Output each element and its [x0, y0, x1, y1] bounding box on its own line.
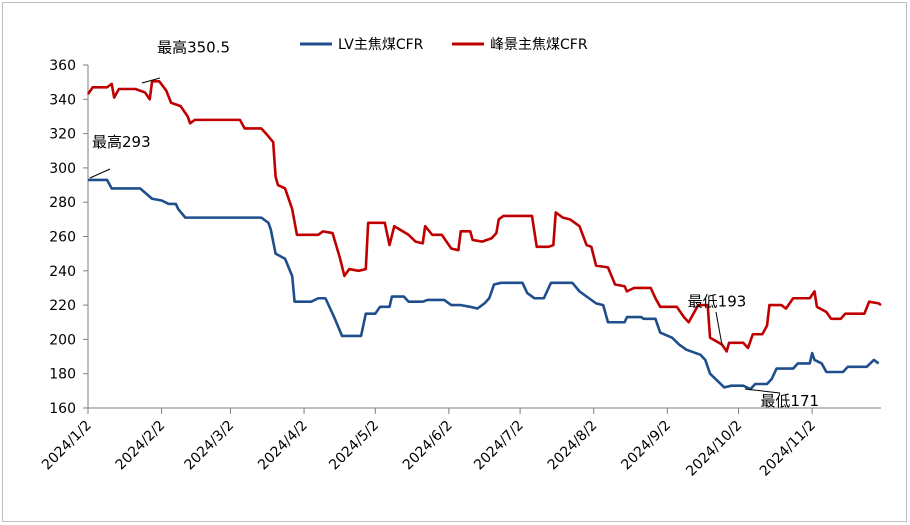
y-tick-label: 280	[49, 195, 76, 211]
y-tick-label: 300	[49, 161, 76, 177]
legend-label-fengjing: 峰景主焦煤CFR	[490, 37, 588, 53]
annotation-label: 最低171	[760, 392, 819, 410]
y-tick-label: 260	[49, 230, 76, 246]
plot-area	[86, 79, 882, 391]
annotation-leader	[715, 311, 723, 346]
annotation-leader	[141, 77, 161, 84]
series-line-1	[86, 79, 882, 353]
y-tick-label: 160	[49, 401, 76, 417]
y-tick-label: 220	[49, 298, 76, 314]
y-tick-label: 200	[49, 332, 76, 348]
annotation-leader	[89, 168, 111, 179]
y-tick-label: 320	[49, 127, 76, 143]
y-tick-label: 180	[49, 367, 76, 383]
y-tick-label: 240	[49, 264, 76, 280]
series-line-0	[88, 178, 880, 391]
legend-item-fengjing[interactable]: 峰景主焦煤CFR	[452, 37, 588, 53]
annotation-leader	[744, 388, 781, 394]
y-tick-label: 340	[49, 92, 76, 108]
y-tick-label: 360	[49, 58, 76, 74]
annotations: 最高293 最高350.5 最低193 最低171	[89, 38, 819, 410]
legend-label-lv: LV主焦煤CFR	[338, 37, 424, 53]
annotation-label: 最高350.5	[157, 38, 230, 56]
legend-item-lv[interactable]: LV主焦煤CFR	[300, 37, 424, 53]
annotation-label: 最高293	[92, 133, 151, 151]
legend: LV主焦煤CFR 峰景主焦煤CFR	[300, 37, 588, 53]
y-axis: 160 180 200 220 240 260 280 300 320 340 360	[49, 58, 89, 417]
annotation-label: 最低193	[688, 292, 747, 310]
